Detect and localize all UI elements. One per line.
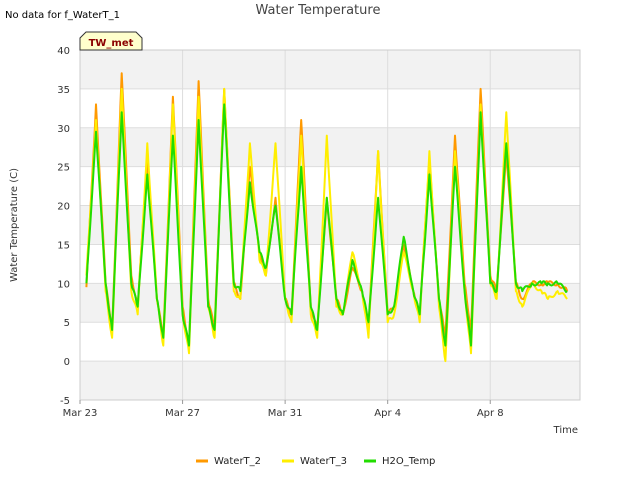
x-axis: Mar 23 Mar 27 Mar 31 Apr 4 Apr 8 [63,400,504,419]
x-tick-label: Apr 4 [374,408,401,419]
y-tick-label: 0 [64,357,70,368]
series-lines [85,72,569,363]
legend-label: H2O_Temp [382,456,435,467]
y-tick-label: 30 [57,124,70,135]
legend: WaterT_2 WaterT_3 H2O_Temp [196,456,435,467]
series-line-h2o-temp [85,103,568,347]
grid-band [80,283,580,323]
plot-background [79,49,580,401]
y-axis: -5 0 5 10 15 20 25 30 35 40 [57,46,70,407]
y-tick-label: 10 [57,279,70,290]
x-tick-label: Mar 27 [165,408,200,419]
legend-label: WaterT_3 [300,456,347,467]
y-tick-label: -5 [60,396,70,407]
badge-label: TW_met [89,38,134,49]
y-axis-title: Water Temperature (C) [9,168,20,282]
grid-band [80,127,580,167]
grid-band [80,50,580,89]
plot-frame [79,49,581,401]
x-axis-title: Time [553,425,578,436]
grid-band [80,361,580,400]
y-tick-label: 15 [57,240,70,251]
y-tick-label: 5 [64,318,70,329]
no-data-note: No data for f_WaterT_1 [5,10,120,21]
y-tick-label: 35 [57,85,70,96]
chart-title: Water Temperature [256,3,381,18]
x-tick-label: Mar 31 [268,408,303,419]
x-tick-label: Apr 8 [477,408,504,419]
y-tick-label: 25 [57,163,70,174]
tw-met-badge: TW_met [79,31,143,51]
x-tick-label: Mar 23 [63,408,98,419]
y-tick-label: 40 [57,46,70,57]
badge-shape [79,31,143,51]
y-tick-label: 20 [57,202,70,213]
legend-label: WaterT_2 [214,456,261,467]
